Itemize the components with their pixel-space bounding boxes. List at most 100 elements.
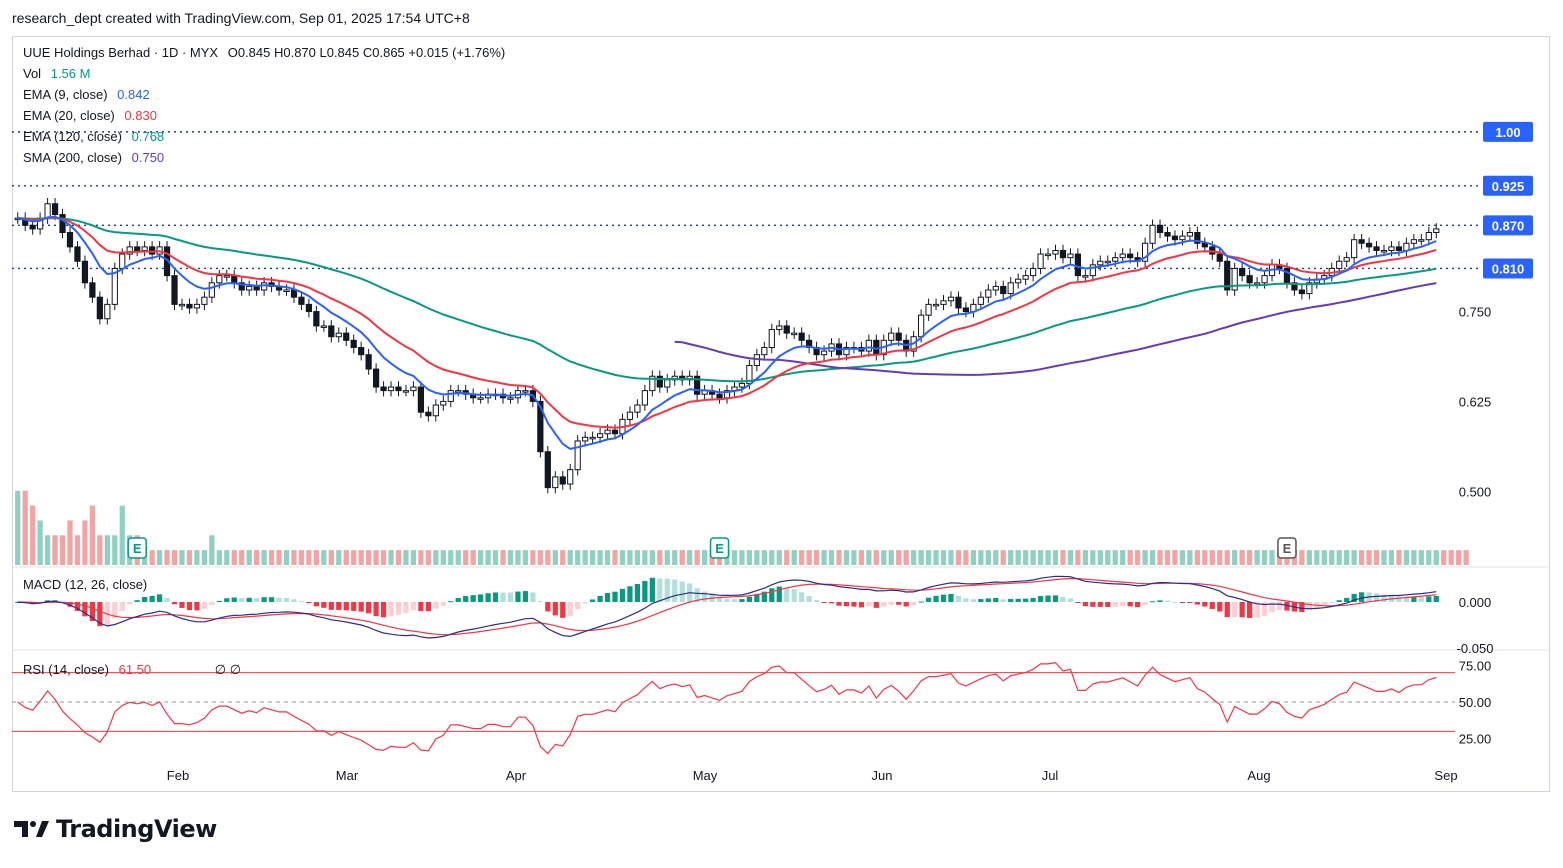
candle-body bbox=[410, 386, 417, 392]
volume-bar bbox=[216, 550, 222, 565]
candle-body bbox=[1216, 253, 1223, 262]
volume-bar bbox=[388, 550, 394, 565]
candle-body bbox=[537, 400, 544, 453]
candle-body bbox=[1022, 275, 1029, 280]
volume-bar bbox=[791, 550, 797, 565]
candle-body bbox=[596, 433, 604, 438]
volume-bar bbox=[1344, 550, 1350, 565]
candle-body bbox=[1246, 275, 1253, 284]
volume-bar bbox=[246, 550, 252, 565]
candle-body bbox=[1029, 267, 1037, 277]
macd-histogram-bar bbox=[784, 587, 790, 602]
level-badge-3 bbox=[1483, 258, 1533, 279]
tradingview-logo[interactable]: TradingView bbox=[14, 815, 217, 843]
volume-bar bbox=[1015, 550, 1021, 565]
volume-bar bbox=[754, 550, 760, 565]
candle-body bbox=[1410, 239, 1417, 244]
candle-body bbox=[320, 325, 327, 328]
ema9-line bbox=[17, 215, 1437, 450]
macd-histogram-bar bbox=[201, 602, 207, 609]
volume-bar bbox=[1396, 550, 1402, 565]
volume-bar bbox=[672, 550, 678, 565]
macd-histogram-bar bbox=[888, 602, 894, 605]
candle-body bbox=[552, 476, 559, 489]
chart-attribution: research_dept created with TradingView.c… bbox=[12, 10, 470, 26]
volume-bar bbox=[1105, 550, 1111, 565]
candle-body bbox=[1224, 260, 1231, 291]
macd-label: MACD (12, 26, close) bbox=[23, 577, 148, 592]
macd-histogram-bar bbox=[1336, 600, 1342, 602]
candle-body bbox=[955, 296, 962, 309]
candle-body bbox=[216, 275, 223, 284]
macd-histogram-bar bbox=[336, 602, 342, 610]
candle-body bbox=[1104, 260, 1111, 264]
volume-bar bbox=[866, 550, 872, 565]
macd-histogram-bar bbox=[1037, 596, 1044, 602]
volume-bar bbox=[1030, 550, 1036, 565]
volume-bar bbox=[89, 505, 96, 565]
macd-histogram-bar bbox=[925, 597, 932, 602]
macd-histogram-bar bbox=[380, 602, 387, 618]
macd-histogram-bar bbox=[186, 602, 193, 611]
macd-histogram-bar bbox=[1261, 602, 1268, 616]
level-label-2: 0.870 bbox=[1492, 218, 1525, 233]
ema20-label: EMA (20, close) bbox=[23, 108, 115, 123]
legend-symbol-row: UUE Holdings Berhad · 1D · MYX O0.845 H0… bbox=[23, 45, 505, 60]
macd-histogram-bar bbox=[881, 602, 887, 607]
candle-body bbox=[178, 303, 186, 307]
volume-bar bbox=[209, 535, 215, 565]
macd-histogram-bar bbox=[410, 602, 417, 611]
candle-body bbox=[1119, 253, 1126, 259]
macd-histogram-bar bbox=[463, 596, 469, 602]
legend-ema9: EMA (9, close) 0.842 bbox=[23, 87, 150, 102]
volume-bar bbox=[821, 550, 827, 565]
macd-histogram-bar bbox=[515, 591, 521, 602]
volume-bar bbox=[582, 550, 588, 565]
volume-bar bbox=[1052, 550, 1059, 565]
volume-bar bbox=[1314, 550, 1320, 565]
candle-body bbox=[283, 289, 290, 292]
macd-histogram-bar bbox=[1284, 602, 1290, 611]
candle-body bbox=[1298, 289, 1305, 295]
macd-histogram-bar bbox=[993, 598, 999, 602]
volume-bar bbox=[336, 550, 342, 565]
volume-bar bbox=[156, 550, 163, 565]
macd-histogram-bar bbox=[1157, 600, 1163, 602]
ohlc-values: O0.845 H0.870 L0.845 C0.865 +0.015 (+1.7… bbox=[227, 45, 506, 60]
macd-histogram-bar bbox=[791, 589, 797, 602]
volume-bar bbox=[463, 550, 469, 565]
macd-histogram-bar bbox=[806, 596, 812, 602]
candle-body bbox=[51, 203, 59, 216]
macd-histogram-bar bbox=[851, 602, 857, 607]
volume-bar bbox=[993, 550, 999, 565]
macd-histogram-bar bbox=[1082, 602, 1088, 607]
volume-bar bbox=[1269, 550, 1275, 565]
volume-bar bbox=[1164, 550, 1171, 565]
volume-bar bbox=[1321, 550, 1327, 565]
macd-histogram-bar bbox=[769, 588, 775, 602]
volume-bar bbox=[1448, 550, 1454, 565]
macd-histogram-bar bbox=[1135, 602, 1141, 608]
volume-bar bbox=[1217, 550, 1223, 565]
volume-bar bbox=[1403, 550, 1410, 565]
volume-bar bbox=[1082, 550, 1088, 565]
candle-body bbox=[694, 375, 701, 395]
macd-histogram-bar bbox=[1030, 598, 1036, 602]
x-axis-tick-jul: Jul bbox=[1042, 768, 1059, 783]
macd-histogram-bar bbox=[642, 580, 648, 602]
rsi-axis-tick-0: 75.00 bbox=[1459, 658, 1492, 673]
macd-histogram-bar bbox=[978, 599, 984, 602]
candle-body bbox=[134, 246, 141, 251]
macd-histogram-bar bbox=[283, 598, 290, 602]
volume-bar bbox=[1418, 550, 1424, 565]
macd-histogram-bar bbox=[813, 600, 820, 602]
macd-histogram-bar bbox=[373, 602, 379, 617]
macd-histogram-bar bbox=[612, 591, 618, 602]
volume-bar bbox=[321, 550, 327, 565]
rsi-line bbox=[17, 661, 1437, 755]
macd-histogram-bar bbox=[306, 602, 312, 604]
macd-histogram-bar bbox=[589, 599, 596, 602]
volume-bar bbox=[448, 550, 454, 565]
volume-bar bbox=[1254, 550, 1260, 565]
